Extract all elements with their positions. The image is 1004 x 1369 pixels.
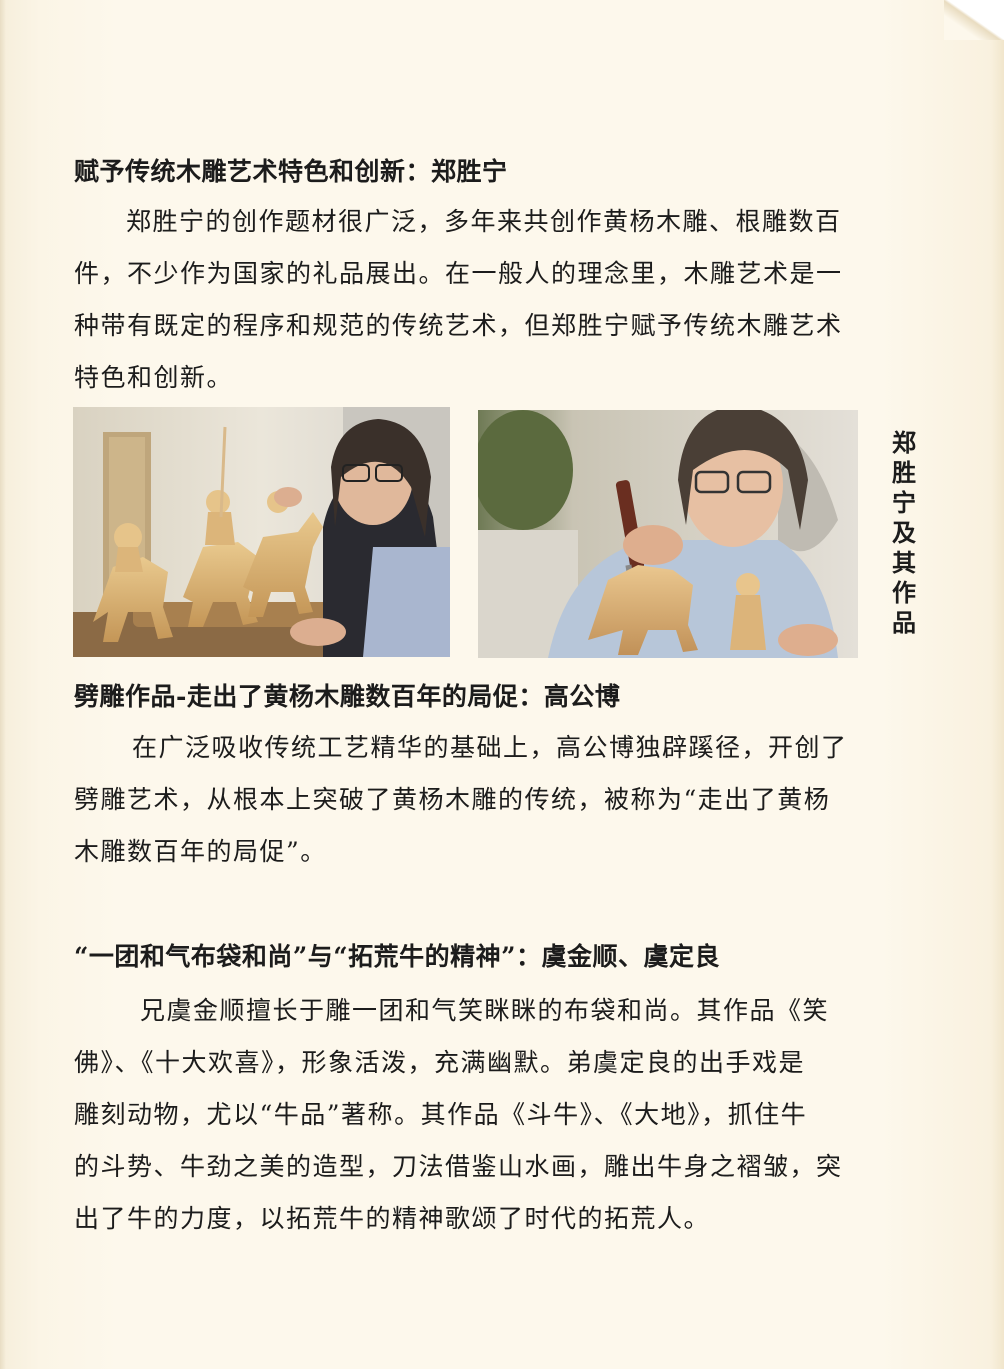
page-edge — [0, 0, 6, 1369]
paragraph-line: 雕刻动物，尤以“牛品”著称。其作品《斗牛》、《大地》，抓住牛 — [74, 1100, 808, 1129]
section-heading-gao: 劈雕作品-走出了黄杨木雕数百年的局促：高公博 — [74, 682, 621, 711]
paragraph-line: 的斗势、牛劲之美的造型，刀法借鉴山水画，雕出牛身之褶皱，突 — [74, 1152, 843, 1181]
section-heading-zheng: 赋予传统木雕艺术特色和创新：郑胜宁 — [74, 157, 508, 186]
photo-caption-vertical: 郑胜宁及其作品 — [892, 428, 916, 637]
paragraph-line: 种带有既定的程序和规范的传统艺术，但郑胜宁赋予传统木雕艺术 — [74, 311, 843, 340]
paragraph-line: 木雕数百年的局促”。 — [74, 837, 327, 866]
paragraph-line: 件，不少作为国家的礼品展出。在一般人的理念里，木雕艺术是一 — [74, 259, 843, 288]
photo-artist-with-chisel — [478, 410, 858, 658]
paragraph-line: 特色和创新。 — [74, 363, 234, 392]
paragraph-line: 出了牛的力度，以拓荒牛的精神歌颂了时代的拓荒人。 — [74, 1204, 711, 1233]
paragraph-line: 佛》、《十大欢喜》，形象活泼，充满幽默。弟虞定良的出手戏是 — [74, 1048, 806, 1077]
section-paragraph-gao: 在广泛吸收传统工艺精华的基础上，高公博独辟蹊径，开创了 劈雕艺术，从根本上突破了… — [74, 722, 954, 878]
paragraph-line: 兄虞金顺擅长于雕一团和气笑眯眯的布袋和尚。其作品《笑 — [140, 996, 830, 1025]
section-heading-yu: “一团和气布袋和尚”与“拓荒牛的精神”：虞金顺、虞定良 — [74, 942, 721, 971]
paragraph-line: 郑胜宁的创作题材很广泛，多年来共创作黄杨木雕、根雕数百 — [126, 207, 842, 236]
paragraph-line: 在广泛吸收传统工艺精华的基础上，高公博独辟蹊径，开创了 — [132, 733, 848, 762]
page-curl — [944, 0, 1004, 40]
photo-artist-with-chisel-image — [478, 410, 858, 658]
section-paragraph-zheng: 郑胜宁的创作题材很广泛，多年来共创作黄杨木雕、根雕数百 件，不少作为国家的礼品展… — [74, 196, 954, 404]
photo-artist-carving-horses — [73, 407, 450, 657]
photo-artist-carving-horses-image — [73, 407, 450, 657]
section-paragraph-yu: 兄虞金顺擅长于雕一团和气笑眯眯的布袋和尚。其作品《笑 佛》、《十大欢喜》，形象活… — [74, 985, 954, 1245]
paragraph-line: 劈雕艺术，从根本上突破了黄杨木雕的传统，被称为“走出了黄杨 — [74, 785, 831, 814]
